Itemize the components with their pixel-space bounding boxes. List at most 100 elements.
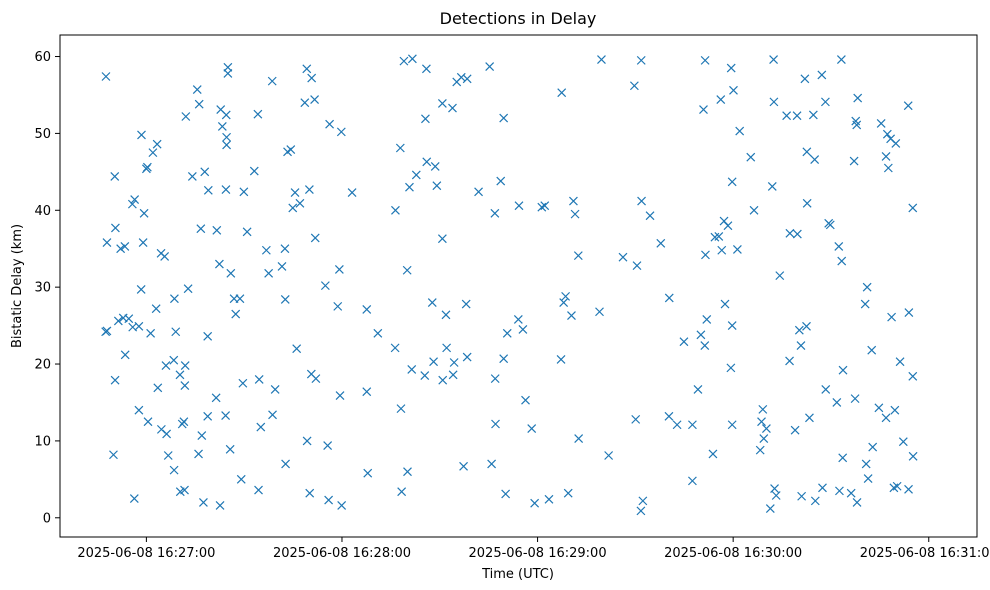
data-point bbox=[904, 308, 914, 317]
data-point bbox=[363, 468, 373, 478]
data-point bbox=[699, 105, 708, 114]
data-point bbox=[402, 265, 412, 275]
data-point bbox=[333, 301, 343, 311]
data-point bbox=[286, 145, 296, 154]
data-point bbox=[101, 72, 111, 81]
data-point bbox=[180, 485, 189, 495]
data-point bbox=[765, 504, 775, 513]
data-point bbox=[569, 196, 578, 206]
data-point bbox=[238, 378, 248, 388]
data-point bbox=[904, 484, 913, 494]
data-point bbox=[664, 411, 674, 421]
data-point bbox=[169, 294, 179, 304]
data-point bbox=[527, 424, 537, 434]
data-point bbox=[775, 271, 785, 281]
data-point bbox=[430, 162, 440, 171]
data-point bbox=[903, 101, 913, 111]
data-point bbox=[110, 375, 120, 385]
data-point bbox=[790, 425, 800, 435]
y-tick-label: 30 bbox=[34, 281, 51, 296]
x-tick-label: 2025-06-08 16:31:00 bbox=[860, 546, 990, 561]
data-point bbox=[794, 325, 804, 335]
data-point bbox=[127, 199, 137, 209]
data-point bbox=[270, 384, 280, 394]
data-point bbox=[883, 163, 893, 173]
data-point bbox=[863, 474, 873, 483]
plot-area-frame bbox=[59, 34, 978, 538]
data-point bbox=[761, 424, 771, 434]
data-point bbox=[604, 451, 614, 460]
data-point bbox=[175, 370, 185, 380]
data-point bbox=[302, 64, 312, 74]
data-point bbox=[336, 127, 346, 137]
data-point bbox=[411, 170, 421, 180]
data-point bbox=[179, 417, 189, 427]
data-point bbox=[769, 97, 779, 107]
data-point bbox=[796, 341, 806, 351]
y-tick-label: 20 bbox=[34, 358, 51, 373]
data-point bbox=[146, 328, 156, 338]
data-point bbox=[852, 120, 862, 130]
data-point bbox=[490, 208, 500, 218]
data-point bbox=[239, 187, 249, 197]
data-point bbox=[501, 489, 511, 499]
x-tick-label: 2025-06-08 16:30:00 bbox=[664, 546, 802, 561]
data-point bbox=[399, 56, 409, 66]
data-point bbox=[792, 111, 802, 121]
data-point bbox=[836, 55, 846, 65]
data-point bbox=[491, 419, 500, 429]
data-point bbox=[323, 441, 333, 450]
data-point bbox=[397, 487, 407, 497]
data-point bbox=[200, 167, 210, 177]
data-point bbox=[136, 285, 146, 294]
data-point bbox=[810, 496, 820, 506]
data-point bbox=[203, 331, 213, 341]
data-point bbox=[808, 110, 818, 120]
data-point bbox=[727, 420, 737, 430]
data-point bbox=[194, 99, 204, 109]
data-point bbox=[212, 225, 222, 235]
data-point bbox=[203, 411, 213, 421]
data-point bbox=[563, 488, 573, 498]
data-point bbox=[656, 238, 666, 248]
data-point bbox=[225, 444, 235, 454]
data-point bbox=[769, 55, 779, 65]
data-point bbox=[429, 357, 439, 367]
data-point bbox=[714, 231, 724, 241]
data-point bbox=[171, 327, 181, 337]
data-point bbox=[292, 344, 302, 354]
data-point bbox=[679, 337, 689, 347]
data-point bbox=[757, 417, 766, 427]
data-point bbox=[726, 363, 736, 373]
data-point bbox=[325, 119, 335, 129]
x-tick-label: 2025-06-08 16:28:00 bbox=[273, 546, 411, 561]
data-point bbox=[636, 55, 646, 65]
data-point bbox=[556, 354, 566, 364]
data-point bbox=[632, 261, 642, 271]
data-point bbox=[373, 328, 383, 338]
data-point bbox=[390, 343, 400, 353]
data-point bbox=[720, 299, 730, 309]
data-point bbox=[499, 113, 509, 123]
data-point bbox=[540, 201, 550, 211]
data-point bbox=[307, 73, 317, 83]
data-point bbox=[335, 391, 345, 400]
data-point bbox=[192, 85, 202, 95]
data-point bbox=[163, 451, 173, 460]
data-point bbox=[810, 155, 820, 164]
chart-title: Detections in Delay bbox=[440, 9, 597, 28]
data-point bbox=[124, 314, 134, 324]
data-point bbox=[448, 370, 458, 380]
data-point bbox=[758, 404, 768, 414]
y-axis-label: Bistatic Delay (km) bbox=[10, 224, 25, 348]
data-point bbox=[130, 195, 140, 204]
data-point bbox=[708, 449, 718, 459]
data-point bbox=[222, 132, 232, 142]
data-point bbox=[203, 185, 213, 195]
data-point bbox=[442, 343, 452, 353]
data-point bbox=[700, 55, 710, 65]
data-point bbox=[805, 413, 814, 423]
data-point bbox=[631, 414, 641, 424]
data-point bbox=[102, 326, 112, 336]
data-point bbox=[825, 220, 835, 230]
